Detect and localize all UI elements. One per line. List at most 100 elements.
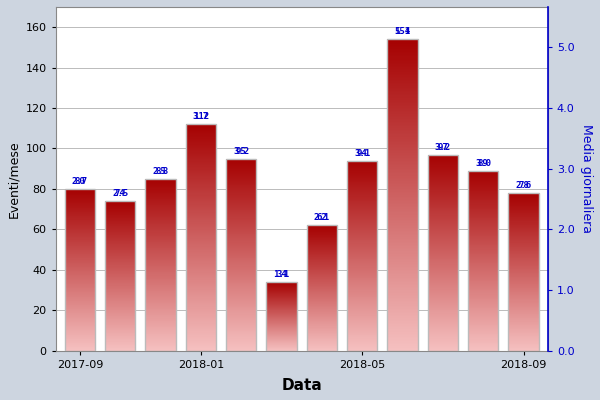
Bar	[307, 306, 337, 307]
Bar	[226, 243, 256, 244]
Bar	[186, 308, 216, 309]
Bar	[226, 212, 256, 213]
Bar	[347, 231, 377, 232]
Bar	[186, 231, 216, 232]
Bar	[145, 339, 176, 340]
Bar	[388, 315, 418, 316]
Bar	[65, 237, 95, 238]
Bar	[65, 308, 95, 309]
Bar	[145, 212, 176, 213]
Bar	[508, 322, 539, 323]
Bar	[226, 314, 256, 315]
Bar	[508, 208, 539, 209]
Bar	[508, 309, 539, 310]
Bar	[186, 140, 216, 141]
Bar	[226, 315, 256, 316]
Bar	[226, 190, 256, 191]
Bar	[347, 254, 377, 255]
Bar	[65, 338, 95, 339]
Bar	[388, 53, 418, 55]
Bar	[388, 343, 418, 344]
Bar	[428, 183, 458, 184]
Bar	[307, 248, 337, 249]
Bar	[307, 225, 337, 351]
Bar	[65, 244, 95, 245]
Bar	[307, 267, 337, 268]
Bar	[388, 137, 418, 139]
Bar	[508, 203, 539, 204]
Bar	[468, 225, 499, 226]
Bar	[105, 282, 136, 283]
Bar	[145, 260, 176, 261]
Bar	[105, 269, 136, 270]
Bar	[65, 274, 95, 275]
Bar	[105, 325, 136, 326]
Bar	[145, 200, 176, 201]
Bar	[65, 253, 95, 254]
Bar	[388, 86, 418, 88]
Bar	[105, 219, 136, 220]
Bar	[347, 261, 377, 262]
Bar	[347, 302, 377, 303]
Bar	[468, 329, 499, 330]
Bar	[468, 208, 499, 210]
Bar	[65, 302, 95, 303]
Bar	[105, 223, 136, 224]
Bar	[388, 222, 418, 223]
Bar	[388, 67, 418, 69]
Bar	[388, 144, 418, 145]
Text: 80: 80	[74, 177, 85, 186]
Bar	[145, 292, 176, 293]
Bar	[428, 298, 458, 299]
Bar	[226, 301, 256, 302]
Bar	[508, 222, 539, 223]
Bar	[307, 228, 337, 229]
Bar	[226, 241, 256, 242]
Bar	[428, 328, 458, 329]
Bar	[347, 257, 377, 258]
Bar	[428, 289, 458, 290]
Bar	[388, 218, 418, 220]
Bar	[105, 265, 136, 266]
Bar	[65, 232, 95, 233]
Bar	[65, 309, 95, 310]
Bar	[65, 197, 95, 198]
Bar	[186, 344, 216, 345]
Bar	[508, 193, 539, 351]
Bar	[65, 201, 95, 202]
Bar	[186, 197, 216, 198]
Bar	[65, 293, 95, 294]
Bar	[307, 298, 337, 299]
Bar	[307, 341, 337, 342]
Bar	[388, 50, 418, 52]
Bar	[186, 144, 216, 145]
Bar	[65, 255, 95, 256]
Bar	[508, 285, 539, 286]
Bar	[186, 328, 216, 329]
Bar	[347, 180, 377, 182]
Bar	[307, 313, 337, 314]
Bar	[468, 212, 499, 213]
Bar	[65, 276, 95, 277]
Bar	[347, 286, 377, 287]
Bar	[65, 312, 95, 313]
Bar	[347, 328, 377, 329]
Bar	[145, 254, 176, 255]
Bar	[145, 272, 176, 273]
Bar	[428, 251, 458, 252]
Bar	[65, 349, 95, 350]
Bar	[428, 248, 458, 249]
Bar	[145, 206, 176, 207]
Bar	[145, 207, 176, 208]
Bar	[347, 333, 377, 334]
Bar	[105, 326, 136, 327]
Bar	[105, 324, 136, 325]
Bar	[468, 189, 499, 190]
Bar	[105, 273, 136, 274]
Bar	[307, 226, 337, 227]
Bar	[508, 328, 539, 329]
Bar	[65, 290, 95, 291]
Bar	[65, 239, 95, 240]
Bar	[105, 247, 136, 248]
Bar	[186, 148, 216, 149]
